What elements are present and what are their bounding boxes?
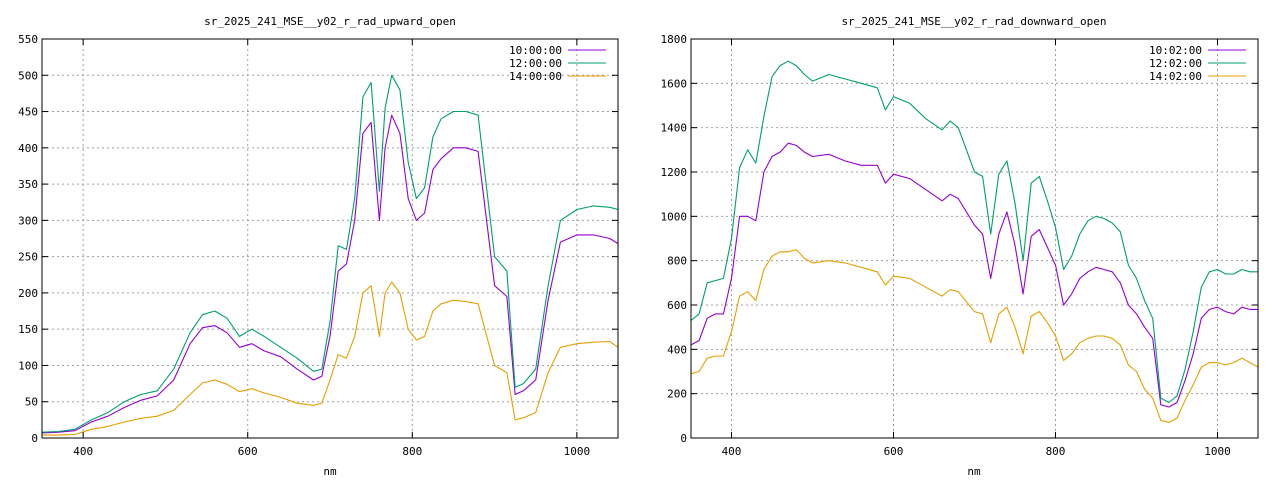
- x-axis-label: nm: [967, 465, 981, 478]
- legend-label: 12:00:00: [509, 57, 562, 70]
- y-tick-label: 1800: [661, 33, 688, 46]
- x-axis-label: nm: [323, 465, 337, 478]
- series-line-140000: [42, 281, 619, 436]
- y-tick-label: 100: [18, 359, 38, 372]
- series-line-140200: [690, 249, 1259, 424]
- y-tick-label: 400: [667, 343, 687, 356]
- legend-label: 10:02:00: [1149, 44, 1202, 57]
- y-tick-label: 250: [18, 251, 38, 264]
- series-line-120200: [690, 60, 1258, 404]
- x-tick-label: 1000: [564, 445, 591, 458]
- y-tick-label: 300: [18, 214, 38, 227]
- plot-frame: [41, 38, 619, 439]
- series-line-120000: [41, 74, 619, 433]
- legend-label: 12:02:00: [1149, 57, 1202, 70]
- y-tick-label: 150: [18, 323, 38, 336]
- legend-label: 14:02:00: [1149, 70, 1202, 83]
- axis-ticks: 0 200 400 600 800 1000 1200 1400 1600 1800 400 600 8…: [661, 33, 1258, 458]
- upward-radiance-chart: sr_2025_241_MSE__y02_r_rad_upward_open n…: [18, 15, 619, 478]
- x-tick-label: 400: [73, 445, 93, 458]
- y-tick-label: 200: [18, 287, 38, 300]
- y-tick-label: 550: [18, 33, 38, 46]
- y-tick-label: 450: [18, 106, 38, 119]
- chart-title: sr_2025_241_MSE__y02_r_rad_upward_open: [204, 15, 456, 28]
- series-line-100000: [41, 114, 619, 434]
- y-tick-label: 500: [18, 69, 38, 82]
- y-tick-label: 600: [667, 299, 687, 312]
- series-lines: [690, 60, 1259, 424]
- x-tick-label: 600: [884, 445, 904, 458]
- legend-label: 14:00:00: [509, 70, 562, 83]
- x-tick-label: 1000: [1204, 445, 1231, 458]
- y-tick-label: 800: [667, 255, 687, 268]
- series-lines: [41, 74, 619, 436]
- plot-frame: [690, 38, 1259, 439]
- y-tick-label: 1200: [661, 166, 688, 179]
- series-line-100200: [690, 142, 1258, 408]
- chart-title: sr_2025_241_MSE__y02_r_rad_downward_open: [842, 15, 1107, 28]
- grid-lines: [42, 39, 618, 438]
- x-tick-label: 800: [402, 445, 422, 458]
- x-tick-label: 400: [722, 445, 742, 458]
- y-tick-label: 1000: [661, 210, 688, 223]
- x-tick-label: 800: [1046, 445, 1066, 458]
- grid-lines: [691, 39, 1258, 438]
- y-tick-label: 1400: [661, 122, 688, 135]
- y-tick-label: 50: [25, 396, 38, 409]
- y-tick-label: 200: [667, 388, 687, 401]
- axis-ticks: 0 50 100 150 200 250 300 350 400 450 500 550 400 600 8…: [18, 33, 618, 458]
- y-tick-label: 0: [31, 432, 38, 445]
- legend-label: 10:00:00: [509, 44, 562, 57]
- y-tick-label: 0: [680, 432, 687, 445]
- downward-radiance-chart: sr_2025_241_MSE__y02_r_rad_downward_open…: [661, 15, 1259, 478]
- y-tick-label: 350: [18, 178, 38, 191]
- y-tick-label: 400: [18, 142, 38, 155]
- x-tick-label: 600: [238, 445, 258, 458]
- y-tick-label: 1600: [661, 77, 688, 90]
